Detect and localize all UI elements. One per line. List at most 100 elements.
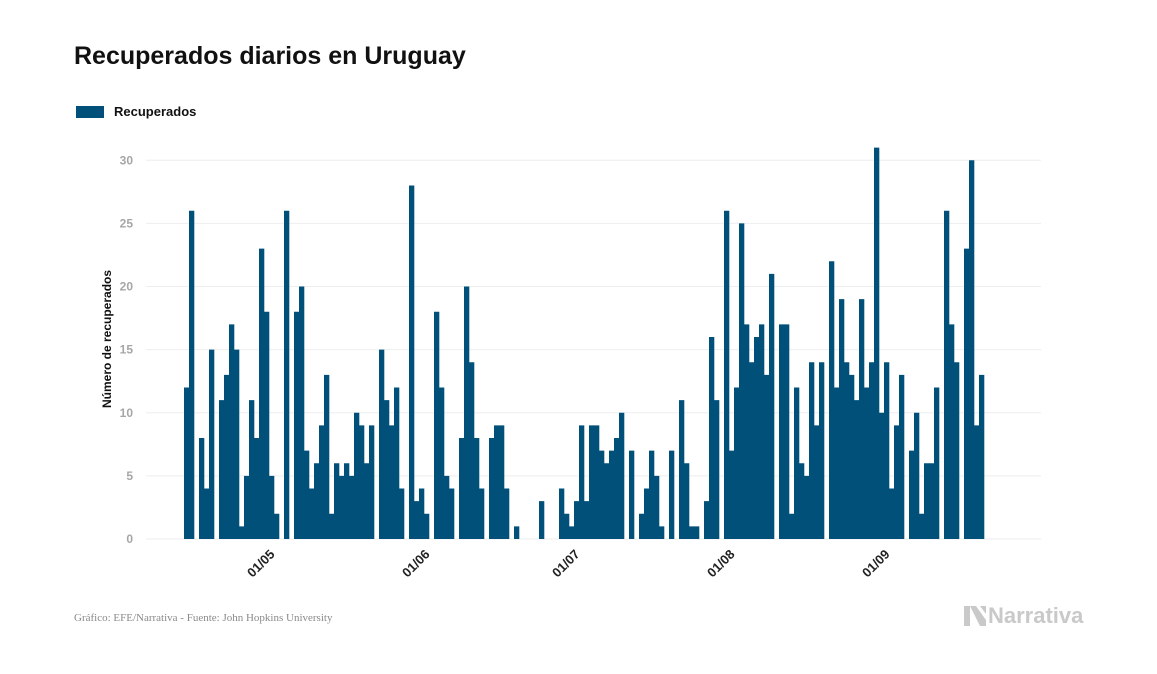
- bar: [334, 463, 340, 539]
- bar: [439, 387, 445, 539]
- bar: [589, 425, 595, 539]
- bar: [874, 147, 880, 539]
- bar: [949, 324, 955, 539]
- bar: [339, 475, 345, 539]
- bar: [259, 248, 265, 539]
- bar: [639, 513, 645, 539]
- bar: [299, 286, 305, 539]
- bar: [779, 324, 785, 539]
- bar: [494, 425, 500, 539]
- bar: [739, 223, 745, 539]
- bar: [354, 412, 360, 539]
- bar: [499, 425, 505, 539]
- x-tick-label: 01/09: [859, 547, 893, 581]
- y-tick-label: 20: [120, 280, 134, 294]
- brand-name: Narrativa: [988, 603, 1084, 628]
- y-tick-label: 30: [120, 153, 134, 167]
- narrativa-logo-icon: [964, 606, 986, 626]
- bar: [629, 450, 635, 539]
- legend-swatch: [76, 105, 104, 118]
- x-tick-label: 01/05: [244, 547, 278, 581]
- bar: [474, 438, 480, 539]
- bar: [764, 374, 770, 539]
- bar: [489, 438, 495, 539]
- bar: [434, 311, 440, 539]
- bar: [829, 261, 835, 539]
- chart-title: Recuperados diarios en Uruguay: [74, 42, 466, 70]
- bar: [694, 526, 700, 539]
- bar: [579, 425, 585, 539]
- bar: [944, 210, 950, 539]
- x-tick-label: 01/07: [549, 547, 583, 581]
- y-tick-label: 10: [120, 406, 134, 420]
- bar: [269, 475, 275, 539]
- bar: [969, 160, 975, 539]
- bar: [574, 501, 580, 539]
- bar: [844, 362, 850, 539]
- bar: [929, 463, 935, 539]
- bar: [244, 475, 250, 539]
- bar: [369, 425, 375, 539]
- bar: [814, 425, 820, 539]
- bar: [569, 526, 575, 539]
- bar: [909, 450, 915, 539]
- bar: [514, 526, 520, 539]
- bar: [934, 387, 940, 539]
- bar: [309, 488, 315, 539]
- bar: [249, 400, 255, 539]
- bar: [924, 463, 930, 539]
- bar: [914, 412, 920, 539]
- bar: [864, 387, 870, 539]
- bar: [344, 463, 350, 539]
- bar: [689, 526, 695, 539]
- bar: [679, 400, 685, 539]
- bar: [319, 425, 325, 539]
- bar: [379, 349, 385, 539]
- legend-label: Recuperados: [114, 104, 197, 119]
- bar: [304, 450, 310, 539]
- bar: [324, 374, 330, 539]
- bar: [329, 513, 335, 539]
- bar: [464, 286, 470, 539]
- bar: [879, 412, 885, 539]
- x-tick-label: 01/06: [399, 547, 433, 581]
- bar: [394, 387, 400, 539]
- bar: [409, 185, 415, 539]
- bar: [189, 210, 195, 539]
- bar: [859, 299, 865, 539]
- bar: [644, 488, 650, 539]
- source-note: Gráfico: EFE/Narrativa - Fuente: John Ho…: [74, 612, 333, 624]
- bar: [604, 463, 610, 539]
- bar: [769, 273, 775, 539]
- bar: [469, 362, 475, 539]
- bar: [784, 324, 790, 539]
- bar: [899, 374, 905, 539]
- bar: [254, 438, 260, 539]
- bar: [479, 488, 485, 539]
- bar: [349, 475, 355, 539]
- legend: Recuperados: [76, 104, 196, 119]
- bar: [294, 311, 300, 539]
- y-tick-label: 0: [126, 532, 133, 546]
- bar: [414, 501, 420, 539]
- bar: [239, 526, 245, 539]
- bar: [974, 425, 980, 539]
- bar: [884, 362, 890, 539]
- bar: [789, 513, 795, 539]
- bar: [504, 488, 510, 539]
- bar: [709, 337, 715, 539]
- bar: [389, 425, 395, 539]
- bar: [599, 450, 605, 539]
- bar: [364, 463, 370, 539]
- bar: [729, 450, 735, 539]
- bar: [839, 299, 845, 539]
- bar: [539, 501, 545, 539]
- bar: [954, 362, 960, 539]
- bar: [799, 463, 805, 539]
- bar: [979, 374, 985, 539]
- brand-logo: Narrativa: [964, 603, 1083, 629]
- bar: [749, 362, 755, 539]
- bar: [614, 438, 620, 539]
- bar: [849, 374, 855, 539]
- bar: [794, 387, 800, 539]
